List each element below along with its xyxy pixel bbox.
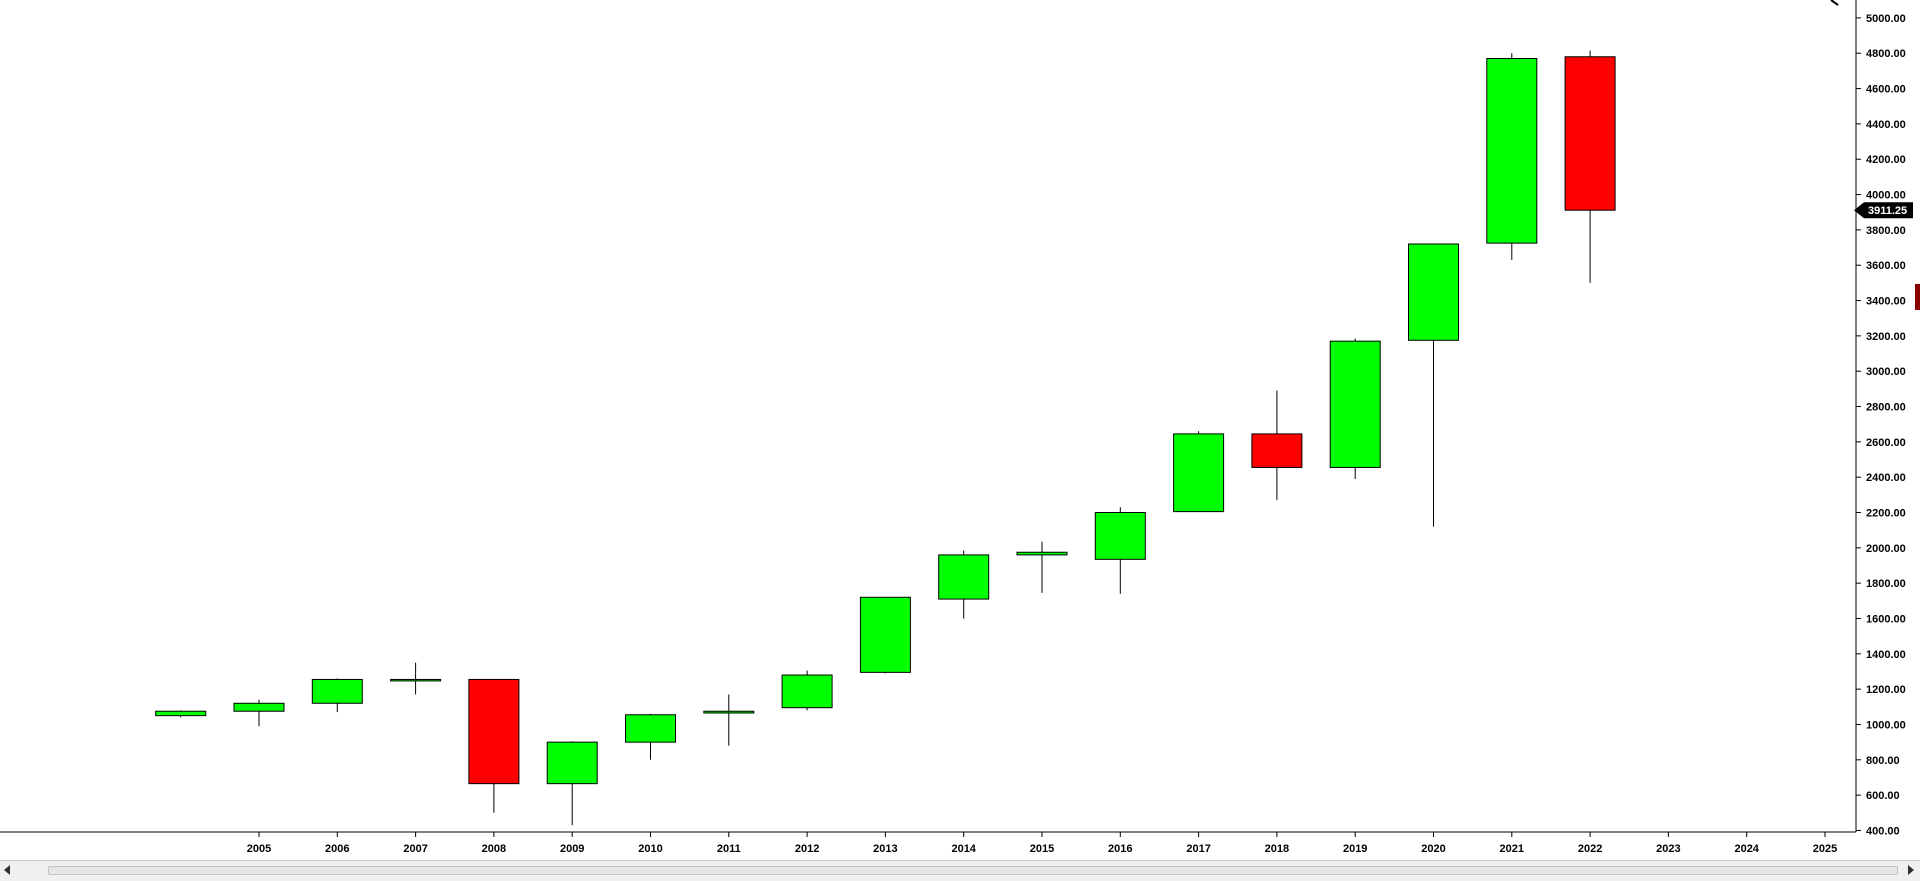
candle-body (1016, 551, 1068, 556)
x-tick-label: 2011 (717, 843, 741, 855)
y-tick-label: 1800.00 (1866, 578, 1906, 590)
x-tick-label: 2024 (1734, 843, 1759, 855)
candle-2006[interactable] (311, 678, 363, 713)
candle-body (1329, 340, 1381, 468)
candle-2007[interactable] (390, 662, 442, 695)
candle-2019[interactable] (1329, 338, 1381, 479)
candle-body (390, 678, 442, 682)
y-tick-label: 2400.00 (1866, 472, 1906, 484)
candle-body (1251, 433, 1303, 468)
x-tick-label: 2018 (1265, 843, 1289, 855)
current-price-label: 3911.25 (1868, 205, 1907, 217)
candle-2005[interactable] (233, 699, 285, 727)
x-tick-label: 2005 (247, 843, 271, 855)
candle-2008[interactable] (468, 678, 520, 813)
y-tick-label: 3000.00 (1866, 366, 1906, 378)
candle-body (311, 678, 363, 704)
candle-body (546, 741, 598, 785)
y-tick-label: 3200.00 (1866, 331, 1906, 343)
x-tick-label: 2010 (638, 843, 662, 855)
x-tick-label: 2016 (1108, 843, 1132, 855)
y-tick-label: 4600.00 (1866, 84, 1906, 96)
scroll-thumb[interactable] (48, 866, 1898, 875)
axes-layer (0, 0, 1857, 833)
candle-2020[interactable] (1408, 243, 1459, 527)
price-scale-marker (1915, 284, 1920, 310)
y-tick-label: 800.00 (1866, 755, 1900, 767)
y-tick-label: 3800.00 (1866, 225, 1906, 237)
candle-body (468, 678, 520, 785)
x-tick-label: 2022 (1578, 843, 1602, 855)
magnifier-icon[interactable] (1826, 0, 1840, 6)
y-tick-label: 3600.00 (1866, 260, 1906, 272)
y-tick-label: 1400.00 (1866, 649, 1906, 661)
y-tick-label: 2200.00 (1866, 508, 1906, 520)
x-tick-label: 2020 (1421, 843, 1445, 855)
x-tick-label: 2019 (1343, 843, 1367, 855)
x-tick-label: 2006 (325, 843, 349, 855)
candle-2013[interactable] (859, 596, 911, 674)
candle-body (625, 714, 676, 743)
candle-body (155, 710, 207, 717)
candle-body (859, 596, 911, 673)
candle-body (1564, 56, 1616, 211)
candles-layer (155, 50, 1616, 826)
y-axis-ticks: 400.00 600.00 800.00 1000.00 1200.00 1400.00 1… (1856, 13, 1906, 837)
candle-body (233, 702, 285, 712)
candle-2012[interactable] (781, 670, 833, 711)
current-price-tag: 3911.25 (1854, 202, 1913, 219)
y-tick-label: 2800.00 (1866, 402, 1906, 414)
y-tick-label: 4400.00 (1866, 119, 1906, 131)
x-tick-label: 2007 (403, 843, 427, 855)
y-tick-label: 4800.00 (1866, 48, 1906, 60)
x-axis-ticks: 2005 2006 2007 2008 2009 2010 2011 2012 2013 2014… (247, 832, 1837, 855)
horizontal-scrollbar[interactable] (0, 860, 1920, 881)
current-price-tag-background (1854, 202, 1913, 219)
x-tick-label: 2014 (951, 843, 976, 855)
candle-body (781, 674, 833, 709)
y-tick-label: 1600.00 (1866, 613, 1906, 625)
y-tick-label: 600.00 (1866, 790, 1900, 802)
x-tick-label: 2008 (482, 843, 506, 855)
x-tick-label: 2017 (1186, 843, 1210, 855)
candle-2014[interactable] (938, 550, 990, 619)
candle-2011[interactable] (703, 694, 755, 746)
y-tick-label: 400.00 (1866, 825, 1900, 837)
candle-2004[interactable] (155, 710, 207, 718)
candle-2010[interactable] (625, 713, 676, 760)
y-tick-label: 2000.00 (1866, 543, 1906, 555)
candle-2015[interactable] (1016, 541, 1068, 593)
candle-body (938, 554, 990, 600)
candle-2009[interactable] (546, 741, 598, 826)
candle-2017[interactable] (1173, 431, 1225, 513)
x-tick-label: 2023 (1656, 843, 1680, 855)
candle-body (1408, 243, 1459, 341)
y-tick-label: 4200.00 (1866, 154, 1906, 166)
arrow-right-icon[interactable] (1908, 865, 1914, 875)
candle-body (1094, 512, 1146, 560)
y-tick-label: 3400.00 (1866, 296, 1906, 308)
y-tick-label: 1000.00 (1866, 719, 1906, 731)
candle-2021[interactable] (1486, 53, 1538, 260)
candle-2016[interactable] (1094, 507, 1146, 594)
y-tick-label: 1200.00 (1866, 684, 1906, 696)
x-tick-label: 2009 (560, 843, 584, 855)
x-tick-label: 2021 (1500, 843, 1524, 855)
y-tick-label: 2600.00 (1866, 437, 1906, 449)
candle-2022[interactable] (1564, 50, 1616, 283)
candle-body (1173, 433, 1225, 513)
candle-body (703, 710, 755, 714)
x-tick-label: 2015 (1030, 843, 1054, 855)
candle-2018[interactable] (1251, 390, 1303, 501)
y-tick-label: 4000.00 (1866, 190, 1906, 202)
x-tick-label: 2025 (1813, 843, 1837, 855)
arrow-left-icon[interactable] (4, 865, 10, 875)
x-tick-label: 2012 (795, 843, 819, 855)
candle-body (1486, 58, 1538, 244)
x-tick-label: 2013 (873, 843, 897, 855)
y-tick-label: 5000.00 (1866, 13, 1906, 25)
